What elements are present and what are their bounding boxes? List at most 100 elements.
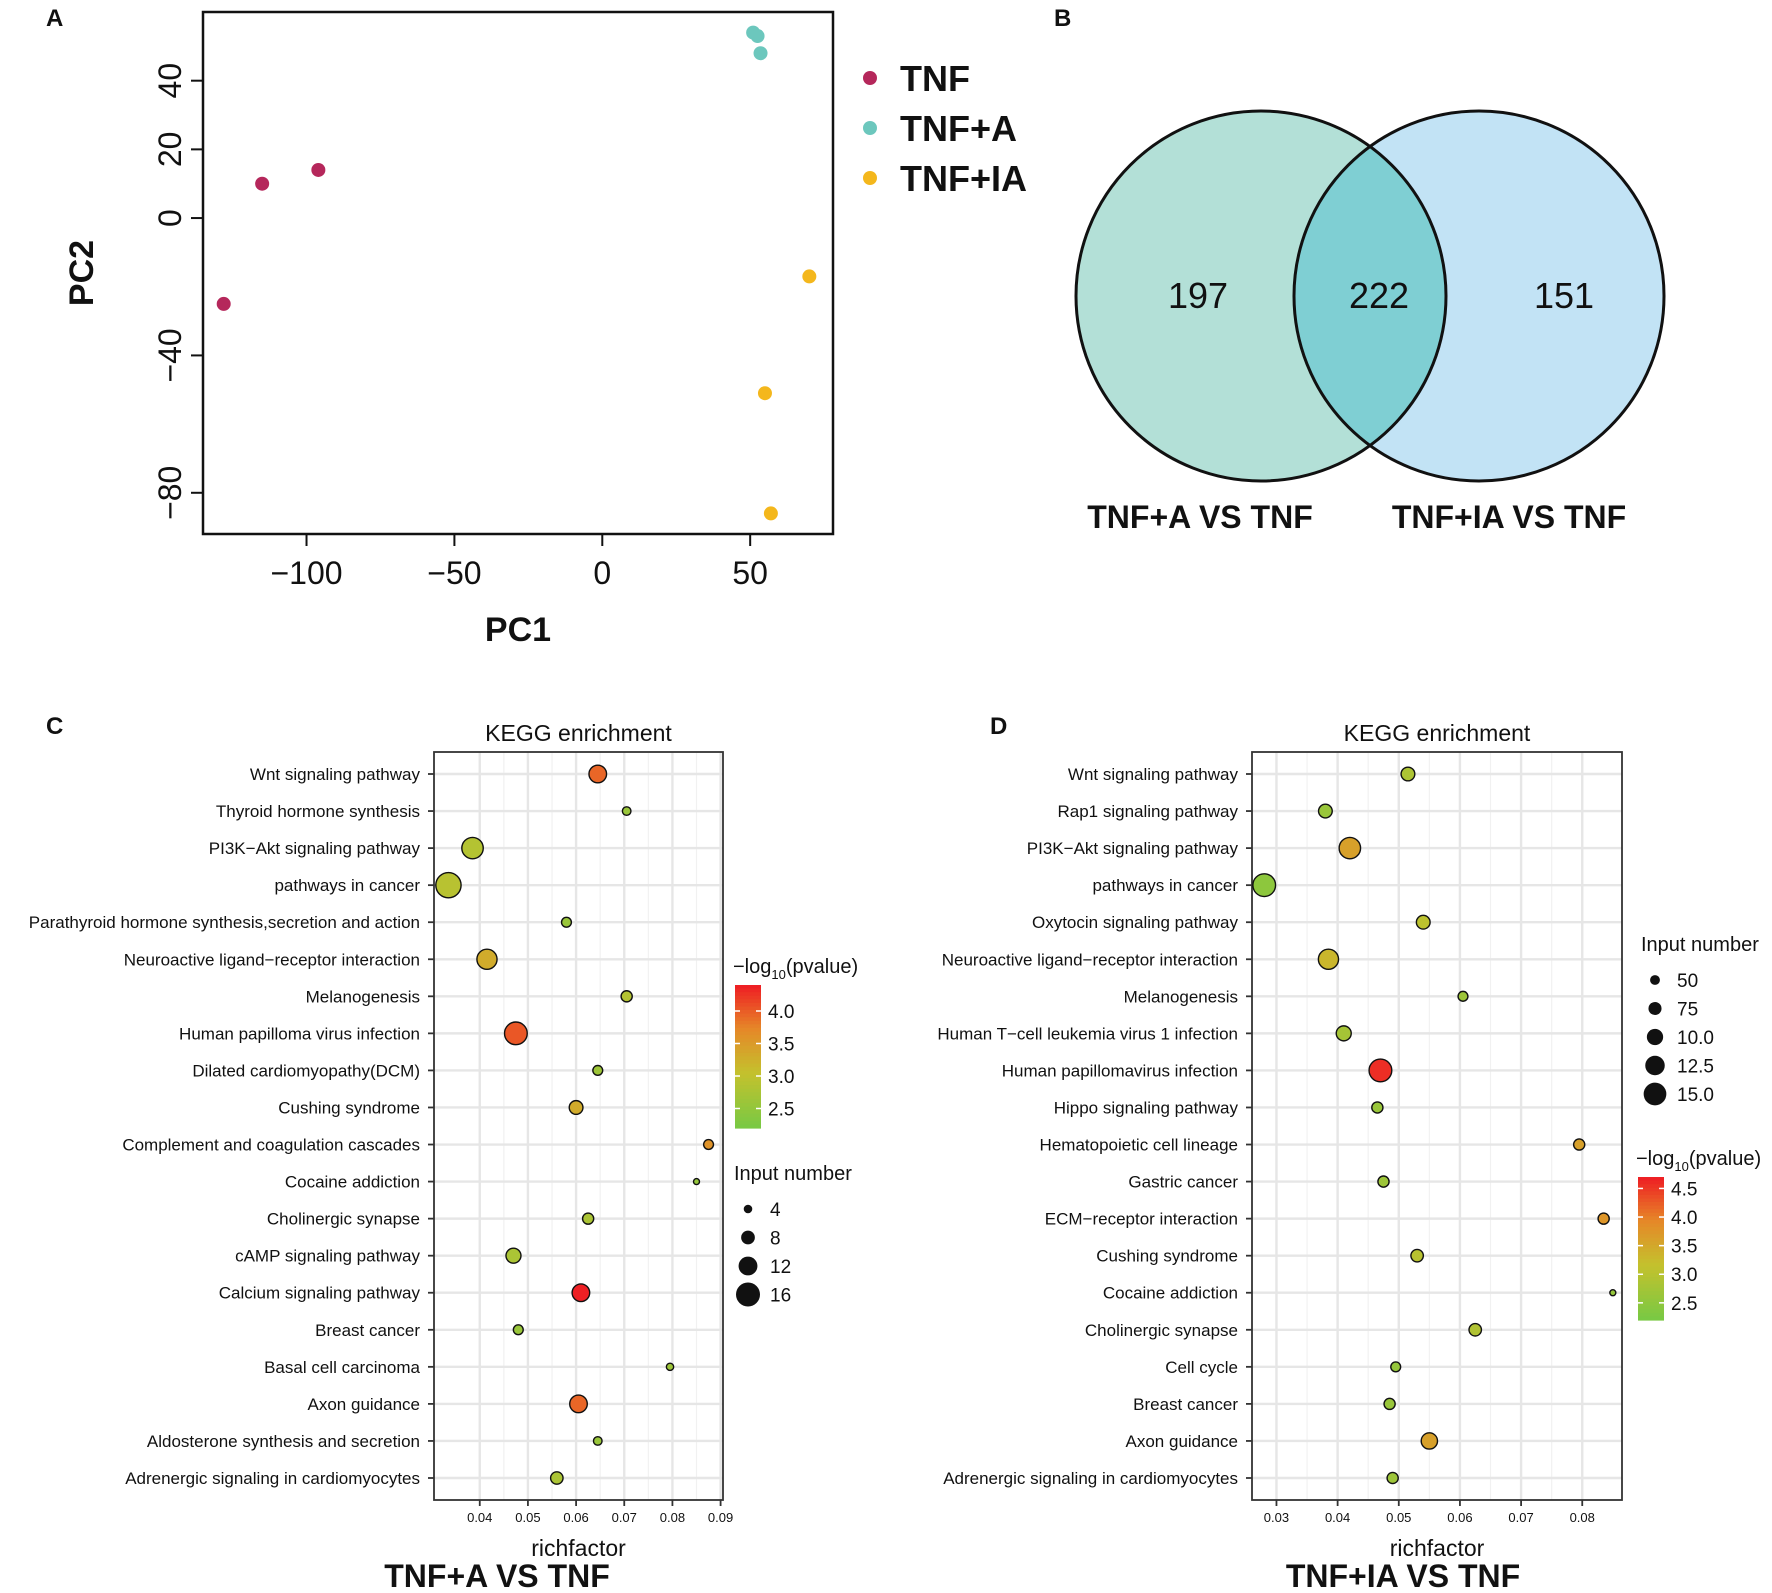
color-bar-segment bbox=[1638, 1284, 1664, 1289]
x-axis-title: PC1 bbox=[485, 611, 551, 649]
pathway-label-wnt-signaling-pathway: Wnt signaling pathway bbox=[250, 765, 421, 784]
bubble-cholinergic-synapse bbox=[1468, 1322, 1483, 1337]
color-bar-segment bbox=[1638, 1312, 1664, 1318]
color-bar-segment bbox=[735, 1035, 761, 1040]
pathway-label-cell-cycle: Cell cycle bbox=[1165, 1358, 1238, 1377]
pathway-label-cushing-syndrome: Cushing syndrome bbox=[278, 1098, 420, 1117]
panel-label-a: A bbox=[46, 5, 63, 32]
pca-plot-frame bbox=[201, 10, 835, 536]
pathway-label-adrenergic-signaling-in-cardiomyocytes: Adrenergic signaling in cardiomyocytes bbox=[943, 1469, 1238, 1488]
bubble-complement-and-coagulation-cascades bbox=[702, 1138, 715, 1151]
venn-outline-b bbox=[1292, 109, 1666, 483]
color-bar-segment bbox=[1638, 1212, 1664, 1217]
panel-label-b: B bbox=[1054, 5, 1071, 32]
color-bar-segment bbox=[735, 1010, 761, 1015]
size-legend-label: 8 bbox=[770, 1229, 781, 1250]
size-legend-label: 12.5 bbox=[1677, 1057, 1714, 1078]
color-bar-segment bbox=[1638, 1187, 1664, 1192]
color-bar-segment bbox=[1638, 1248, 1664, 1253]
kegg-title: KEGG enrichment bbox=[485, 720, 672, 746]
color-legend-title: −log10(pvalue) bbox=[1636, 1148, 1761, 1174]
x-tick-label: 0.09 bbox=[708, 1510, 733, 1525]
kegg-panel-border-c bbox=[433, 751, 724, 1501]
venn-label-a: TNF+A VS TNF bbox=[1087, 499, 1312, 535]
size-legend-dot bbox=[738, 1256, 758, 1276]
pathway-label-cholinergic-synapse: Cholinergic synapse bbox=[1085, 1321, 1238, 1340]
kegg-plot-d: KEGG enrichment Wnt signaling pathway Rap1… bbox=[937, 720, 1761, 1593]
bubble-pathways-in-cancer bbox=[1252, 873, 1277, 898]
bubble-cholinergic-synapse bbox=[581, 1212, 595, 1225]
color-bar-segment bbox=[1638, 1291, 1664, 1296]
color-bar-segment bbox=[1638, 1269, 1664, 1275]
color-legend-label: 4.0 bbox=[768, 1002, 794, 1023]
bubble-human-papilloma-virus-infection bbox=[503, 1021, 528, 1046]
pathway-label-cocaine-addiction: Cocaine addiction bbox=[285, 1173, 420, 1192]
color-bar-segment bbox=[1638, 1277, 1664, 1282]
bubble-pi3k-akt-signaling-pathway bbox=[1338, 836, 1362, 860]
color-bar-segment bbox=[1638, 1230, 1664, 1235]
color-bar-segment bbox=[735, 1120, 761, 1126]
color-legend-label: 3.0 bbox=[768, 1067, 794, 1088]
x-tick-label: 0.06 bbox=[1447, 1510, 1472, 1525]
color-bar-segment bbox=[735, 1038, 761, 1043]
color-bar-segment bbox=[735, 1092, 761, 1097]
venn-count-intersection: 222 bbox=[1349, 275, 1409, 316]
size-legend-label: 50 bbox=[1677, 971, 1698, 992]
color-bar-segment bbox=[1638, 1202, 1664, 1207]
bubble-gastric-cancer bbox=[1377, 1175, 1390, 1188]
pathway-label-pi3k-akt-signaling-pathway: PI3K−Akt signaling pathway bbox=[209, 839, 421, 858]
color-legend-label: 4.5 bbox=[1671, 1179, 1697, 1200]
color-legend-label: 3.5 bbox=[768, 1035, 794, 1056]
color-bar-segment bbox=[735, 1095, 761, 1100]
x-tick-label: 0.07 bbox=[612, 1510, 637, 1525]
color-bar-segment bbox=[735, 1052, 761, 1058]
bubble-wnt-signaling-pathway bbox=[588, 764, 608, 784]
bubble-adrenergic-signaling-in-cardiomyocytes bbox=[1386, 1471, 1399, 1485]
pathway-label-human-papillomavirus-infection: Human papillomavirus infection bbox=[1002, 1061, 1238, 1080]
point-tnf-ia bbox=[763, 506, 778, 521]
size-legend-title: Input number bbox=[1641, 934, 1759, 956]
pathway-label-aldosterone-synthesis-and-secretion: Aldosterone synthesis and secretion bbox=[147, 1432, 420, 1451]
size-legend-dot bbox=[1643, 1082, 1667, 1106]
size-legend-dot bbox=[1645, 1055, 1665, 1076]
pathway-label-thyroid-hormone-synthesis: Thyroid hormone synthesis bbox=[216, 802, 420, 821]
color-bar-segment bbox=[1638, 1244, 1664, 1250]
color-legend-label: 4.0 bbox=[1671, 1208, 1697, 1229]
legend-dot-tnf bbox=[863, 71, 877, 85]
color-bar-segment bbox=[1638, 1191, 1664, 1196]
color-legend-label: 3.5 bbox=[1671, 1237, 1697, 1258]
pca-plot: −100 −50 0 50 −80 −40 0 20 40 PC1 PC2 TNF TNF+A TNF+I… bbox=[63, 10, 1027, 649]
color-bar-segment bbox=[735, 1074, 761, 1079]
pathway-label-rap1-signaling-pathway: Rap1 signaling pathway bbox=[1057, 802, 1238, 821]
color-bar-segment bbox=[735, 1063, 761, 1068]
color-bar-segment bbox=[1638, 1316, 1664, 1321]
color-legend-title: −log10(pvalue) bbox=[733, 956, 858, 982]
size-legend-dot bbox=[1648, 1001, 1662, 1016]
bubble-ecm-receptor-interaction bbox=[1597, 1212, 1610, 1225]
pathway-label-oxytocin-signaling-pathway: Oxytocin signaling pathway bbox=[1032, 913, 1239, 932]
pathway-label-calcium-signaling-pathway: Calcium signaling pathway bbox=[219, 1284, 421, 1303]
x-tick-label: 0.05 bbox=[515, 1510, 540, 1525]
pathway-label-neuroactive-ligand-receptor-interaction: Neuroactive ligand−receptor interaction bbox=[124, 950, 420, 969]
x-tick-label: 0.04 bbox=[1325, 1510, 1350, 1525]
pathway-label-cocaine-addiction: Cocaine addiction bbox=[1103, 1284, 1238, 1303]
color-legend-label: 2.5 bbox=[768, 1100, 794, 1121]
y-tick-label: 0 bbox=[152, 209, 188, 227]
bubble-aldosterone-synthesis-and-secretion bbox=[592, 1435, 603, 1446]
color-bar-segment bbox=[1638, 1219, 1664, 1225]
kegg-title: KEGG enrichment bbox=[1344, 720, 1531, 746]
color-bar-segment bbox=[1638, 1294, 1664, 1300]
legend-dot-tnf-ia bbox=[863, 171, 877, 185]
point-tnf bbox=[255, 176, 270, 191]
color-bar-segment bbox=[735, 1006, 761, 1011]
bubble-dilated-cardiomyopathy-dcm bbox=[592, 1064, 604, 1077]
size-legend-label: 16 bbox=[770, 1286, 791, 1307]
color-bar-segment bbox=[1638, 1266, 1664, 1271]
x-tick-label: 50 bbox=[732, 555, 768, 591]
kegg-comparison-title: TNF+A VS TNF bbox=[384, 1558, 609, 1593]
color-bar-segment bbox=[735, 1049, 761, 1054]
bubble-adrenergic-signaling-in-cardiomyocytes bbox=[549, 1471, 564, 1485]
color-bar-segment bbox=[735, 1031, 761, 1036]
size-legend-label: 75 bbox=[1677, 1000, 1698, 1021]
color-legend-label: 2.5 bbox=[1671, 1294, 1697, 1315]
